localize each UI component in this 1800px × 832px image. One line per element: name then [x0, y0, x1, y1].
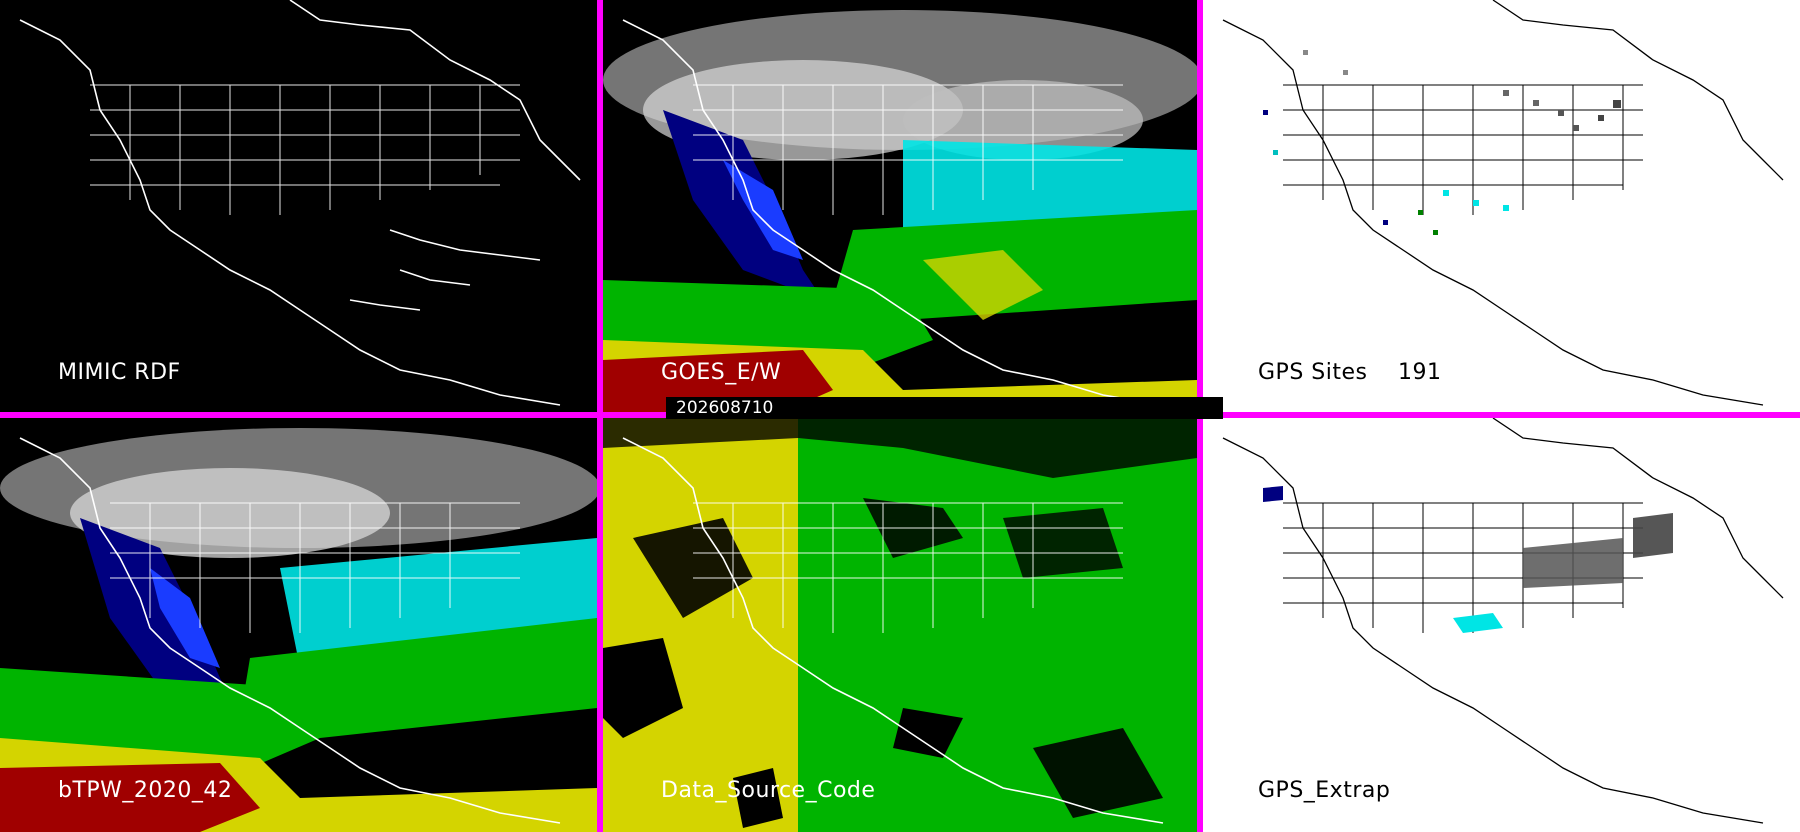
gps-sites-label: GPS Sites	[1258, 360, 1368, 385]
gps-site-markers	[1263, 50, 1621, 235]
gps-extrap-label: GPS_Extrap	[1258, 778, 1391, 803]
goes-map	[603, 0, 1197, 412]
panel-gps-extrap[interactable]: GPS_Extrap	[1203, 418, 1800, 832]
panel-data-source[interactable]: Data_Source_Code	[603, 418, 1197, 832]
gps-extrap-map	[1222, 418, 1784, 824]
mimic-rdf-label: MIMIC RDF	[58, 360, 181, 385]
btpw-label: bTPW_2020_42	[58, 778, 233, 803]
panel-mimic-rdf[interactable]: MIMIC RDF	[0, 0, 597, 412]
mimic-rdf-map	[19, 0, 581, 406]
timestamp-bar: 202608710	[666, 397, 1223, 419]
btpw-map	[0, 418, 597, 832]
panel-gps-sites[interactable]: GPS Sites 191	[1203, 0, 1800, 412]
gps-sites-map	[1222, 0, 1784, 406]
panel-btpw[interactable]: bTPW_2020_42	[0, 418, 597, 832]
goes-label: GOES_E/W	[661, 360, 782, 385]
panel-goes[interactable]: GOES_E/W	[603, 0, 1197, 412]
data-source-label: Data_Source_Code	[661, 778, 876, 803]
gps-sites-count: 191	[1398, 360, 1442, 385]
data-source-map	[603, 418, 1197, 832]
